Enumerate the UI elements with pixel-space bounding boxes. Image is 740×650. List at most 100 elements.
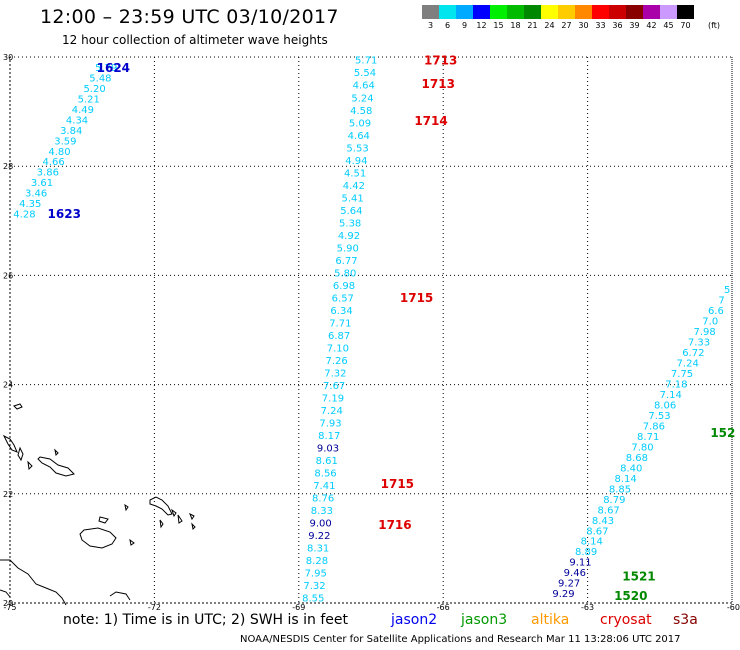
- wave-height-value: 8.14: [614, 474, 636, 485]
- color-swatch: [643, 5, 660, 19]
- wave-height-value: 7.53: [648, 411, 670, 422]
- pass-time-label: 1715: [400, 291, 433, 305]
- wave-height-value: 4.34: [66, 115, 88, 126]
- color-swatch: [422, 5, 439, 19]
- wave-height-value: 8.43: [592, 516, 614, 527]
- latitude-label: 20: [3, 599, 13, 608]
- wave-height-value: 4.28: [13, 210, 35, 221]
- wave-height-value: 3.84: [60, 126, 82, 137]
- pass-time-label: 1624: [97, 61, 130, 75]
- wave-height-value: 7.19: [322, 393, 344, 404]
- color-scale-label: 30: [578, 21, 589, 30]
- pass-time-label: 1715: [381, 477, 414, 491]
- color-scale-label: 24: [544, 21, 555, 30]
- coastline: [0, 559, 67, 606]
- island-outline: [171, 508, 177, 518]
- longitude-label: -63: [581, 603, 594, 612]
- altimeter-tracks: 5.795.485.205.214.494.343.843.594.804.66…: [13, 56, 730, 605]
- wave-height-value: 7.10: [327, 343, 349, 354]
- color-swatch: [609, 5, 626, 19]
- longitude-label: -72: [148, 603, 161, 612]
- wave-height-value: 8.33: [311, 506, 333, 517]
- land-outlines: [0, 403, 196, 606]
- longitude-label: -60: [727, 603, 740, 612]
- legend-item-altika: altika: [531, 612, 570, 628]
- wave-height-value: 4.64: [353, 81, 375, 92]
- legend-item-cryosat: cryosat: [600, 612, 652, 628]
- color-scale-label: 33: [595, 21, 606, 30]
- island-outline: [79, 527, 117, 549]
- color-swatch: [456, 5, 473, 19]
- longitude-label: -69: [292, 603, 305, 612]
- wave-height-value: 8.67: [598, 505, 620, 516]
- color-scale-label: 36: [612, 21, 623, 30]
- wave-height-value: 7.14: [660, 390, 682, 401]
- color-scale-label: 45: [663, 21, 674, 30]
- wave-height-value: 4.51: [344, 168, 366, 179]
- wave-height-value: 8.40: [620, 463, 642, 474]
- longitude-label: -75: [3, 603, 16, 612]
- color-scale-label: 70: [680, 21, 691, 30]
- color-swatch: [660, 5, 677, 19]
- wave-height-value: 5.64: [340, 206, 362, 217]
- wave-height-value: 7.33: [688, 337, 710, 348]
- color-scale-label: 15: [493, 21, 504, 30]
- color-scale-label: 39: [629, 21, 640, 30]
- color-swatch: [575, 5, 592, 19]
- wave-height-value: 7.93: [319, 418, 341, 429]
- wave-height-value: 5.21: [78, 94, 100, 105]
- pass-time-label: 1521: [622, 570, 655, 584]
- footer-credit: NOAA/NESDIS Center for Satellite Applica…: [240, 634, 681, 645]
- wave-height-value: 8.56: [314, 468, 336, 479]
- wave-height-value: 5.24: [351, 93, 373, 104]
- wave-height-value: 9.27: [558, 579, 580, 590]
- color-swatch: [439, 5, 456, 19]
- wave-height-value: 8.28: [306, 556, 328, 567]
- island-outline: [98, 516, 109, 524]
- wave-height-value: 9.11: [569, 558, 591, 569]
- wave-height-value: 6.6: [708, 306, 724, 317]
- island-outline: [189, 512, 195, 521]
- color-swatch: [592, 5, 609, 19]
- wave-height-value: 7.95: [305, 569, 327, 580]
- wave-height-value: 8.31: [307, 544, 329, 555]
- island-outline: [13, 403, 23, 410]
- wave-height-value: 8.55: [302, 594, 324, 605]
- wave-height-value: 9.03: [317, 443, 339, 454]
- wave-height-value: 9.22: [308, 531, 330, 542]
- wave-height-value: 9.29: [552, 589, 574, 600]
- wave-height-value: 6.77: [335, 256, 357, 267]
- island-outline: [37, 456, 75, 477]
- wave-height-value: 7.24: [677, 358, 699, 369]
- wave-height-value: 6.57: [332, 293, 354, 304]
- island-outline: [17, 446, 24, 462]
- pass-time-label: 1520: [614, 589, 647, 603]
- wave-height-value: 6.72: [682, 348, 704, 359]
- wave-height-value: 7.18: [665, 379, 687, 390]
- wave-height-value: 5.71: [355, 56, 377, 67]
- wave-height-value: 9.46: [564, 568, 586, 579]
- island-outline: [191, 522, 196, 531]
- wave-height-value: 6.34: [330, 306, 352, 317]
- wave-height-value: 5.20: [83, 84, 105, 95]
- wave-height-value: 9.00: [309, 518, 331, 529]
- pass-time-label: 1716: [378, 518, 411, 532]
- map-grid: [9, 56, 733, 604]
- wave-height-value: 8.17: [318, 431, 340, 442]
- wave-height-value: 4.92: [338, 231, 360, 242]
- color-swatch: [473, 5, 490, 19]
- pass-time-label: 1714: [414, 114, 447, 128]
- island-outline: [177, 514, 183, 524]
- wave-height-value: 7.32: [324, 368, 346, 379]
- island-outline: [159, 519, 164, 529]
- island-outline: [2, 434, 18, 453]
- island-outline: [129, 538, 135, 546]
- wave-height-value: 7.98: [693, 327, 715, 338]
- wave-height-value: 7.71: [329, 318, 351, 329]
- wave-height-value: 8.76: [312, 493, 334, 504]
- wave-height-value: 4.58: [350, 106, 372, 117]
- wave-height-value: 7.0: [702, 317, 718, 328]
- footnote: note: 1) Time is in UTC; 2) SWH is in fe…: [63, 612, 349, 628]
- wave-height-value: 8.68: [626, 453, 648, 464]
